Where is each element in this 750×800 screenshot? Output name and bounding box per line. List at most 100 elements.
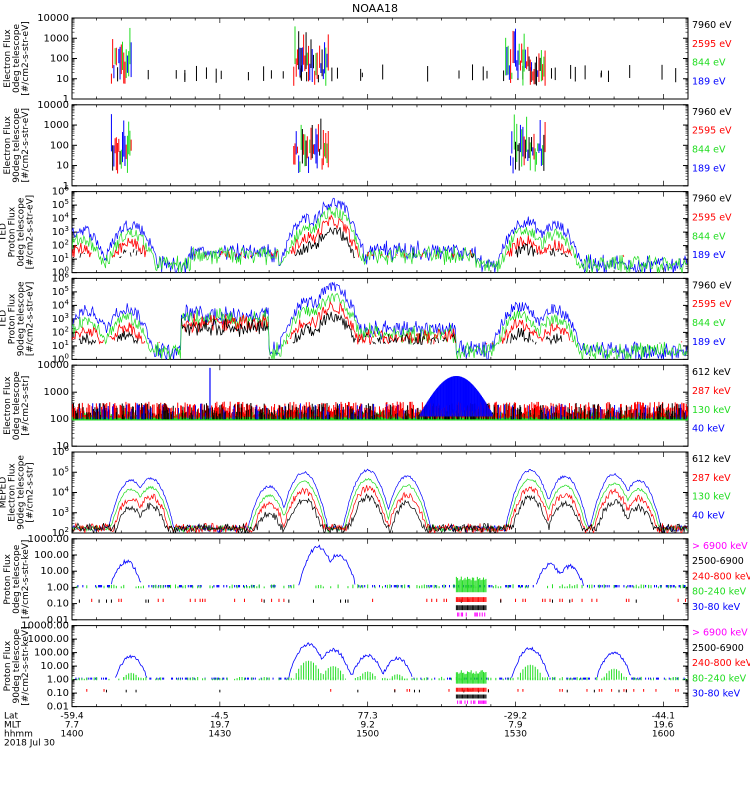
series-trace — [119, 256, 122, 259]
legend-entry: 40 keV — [692, 424, 725, 435]
y-axis-label: Proton Flux0deg telescope[#/cm2-s-str-ke… — [3, 540, 31, 619]
legend-entry: > 6900 keV — [692, 541, 748, 552]
y-tick-label: 10.00 — [40, 566, 69, 577]
y-axis-label-line: 90deg telescope — [12, 107, 22, 182]
series-trace — [452, 253, 455, 259]
y-tick-label: 10000.00 — [21, 621, 69, 632]
series-trace — [511, 646, 550, 678]
series-trace — [433, 328, 441, 345]
y-axis-label-line: Electron Flux — [8, 463, 18, 522]
y-tick-label: 10 — [56, 441, 69, 452]
series-trace — [383, 341, 386, 344]
series-trace — [395, 254, 398, 256]
y-axis-label: MEPEDElectron Flux90deg telescope[#/cm2-… — [0, 455, 36, 530]
y-axis-label-line: [#/cm2-s-str] — [26, 462, 36, 522]
y-tick-label: 106 — [52, 271, 70, 284]
series-trace — [290, 214, 360, 258]
y-tick-label: 1 — [63, 181, 69, 192]
series-trace — [374, 331, 377, 337]
y-tick-label: 10 — [56, 161, 69, 172]
y-axis-label-line: 0deg telescope — [12, 544, 22, 614]
series-trace — [371, 254, 374, 257]
series-trace — [412, 252, 415, 256]
y-tick-label: 102 — [52, 239, 69, 252]
series-trace — [224, 253, 227, 257]
series-trace — [404, 333, 411, 345]
series-trace — [420, 252, 424, 258]
y-axis-label-line: [#/cm2-s-str] — [21, 376, 31, 436]
legend-entry: 189 eV — [692, 250, 726, 261]
panel-frame — [71, 625, 689, 708]
series-trace — [289, 300, 373, 345]
legend-entry: 130 keV — [692, 405, 731, 416]
series-trace — [549, 248, 556, 257]
panel-2: 1 10 100 1000 10000 Electron Flux90deg telesc… — [3, 100, 732, 192]
panel-frame — [71, 364, 689, 447]
legend-entry: 2500-6900 — [692, 556, 744, 567]
panel-5: 10 100 1000 10000 Electron Flux0deg telescop… — [3, 360, 731, 452]
series-trace — [430, 337, 437, 345]
y-axis-label-line: 0deg telescope — [12, 371, 22, 441]
series-trace — [596, 651, 632, 678]
legend-entry: 2500-6900 — [692, 643, 744, 654]
legend-entry: 612 keV — [692, 454, 731, 465]
series-trace — [132, 248, 135, 253]
x-tick-label: -59.4 — [60, 712, 84, 722]
panel-frame — [71, 451, 689, 534]
x-row-label: hhmm — [4, 730, 33, 740]
series-trace — [380, 254, 383, 256]
x-tick-label: 1430 — [208, 730, 231, 740]
y-axis-label-line: 0deg telescope — [12, 24, 22, 94]
series-trace — [111, 558, 142, 585]
y-tick-label: 1000 — [44, 120, 69, 131]
series-trace — [255, 252, 257, 255]
y-axis-label-line: Electron Flux — [3, 376, 13, 435]
legend-entry: 2595 eV — [692, 212, 732, 223]
y-axis-label-line: 90deg telescope — [17, 455, 27, 530]
x-axis-labels: Lat -59.4 -4.5 77.3 -29.2 -44.1 MLT 7.7 19.7 9.2 7… — [4, 712, 675, 749]
series-trace — [228, 251, 231, 258]
y-tick-label: 100 — [50, 54, 69, 65]
y-tick-label: 106 — [52, 445, 70, 458]
y-tick-label: 100 — [50, 140, 69, 151]
series-trace — [292, 311, 357, 344]
y-tick-label: 106 — [52, 185, 70, 198]
legend-entry: 2595 eV — [692, 299, 732, 310]
y-axis-label-line: [#/cm2-s-str-eV] — [26, 195, 36, 270]
series-trace — [286, 340, 289, 345]
x-tick-label: -29.2 — [504, 712, 527, 722]
series-trace — [129, 252, 132, 257]
panel-data — [110, 26, 677, 86]
series-trace — [193, 254, 196, 256]
y-axis-label-line: 0deg telescope — [17, 197, 27, 267]
y-axis-label-line: MEPED — [0, 477, 9, 509]
series-trace — [364, 333, 368, 338]
y-axis-label-line: Proton Flux — [8, 293, 18, 344]
series-trace — [122, 248, 127, 254]
legend-entry: 80-240 keV — [692, 587, 747, 598]
y-axis-label-line: Electron Flux — [3, 115, 13, 174]
series-trace — [275, 250, 279, 258]
y-axis-label-line: Proton Flux — [3, 553, 13, 604]
series-trace — [72, 326, 104, 345]
panel-frame — [71, 538, 689, 621]
series-trace — [135, 250, 138, 256]
legend-entry: 189 eV — [692, 77, 726, 88]
series-trace — [435, 254, 438, 257]
series-trace — [469, 249, 473, 257]
x-tick-label: 1500 — [356, 730, 379, 740]
legend-entry: 844 eV — [692, 231, 726, 242]
panel-data — [72, 468, 688, 533]
series-trace — [392, 336, 398, 343]
legend-entry: 7960 eV — [692, 280, 732, 291]
series-trace — [288, 642, 413, 679]
y-tick-label: 0.01 — [47, 615, 69, 626]
series-trace — [270, 252, 274, 257]
y-axis-label-line: Proton Flux — [8, 206, 18, 257]
series-trace — [158, 341, 160, 343]
x-tick-label: 1600 — [652, 730, 675, 740]
series-trace — [515, 242, 536, 258]
series-trace — [78, 333, 97, 346]
